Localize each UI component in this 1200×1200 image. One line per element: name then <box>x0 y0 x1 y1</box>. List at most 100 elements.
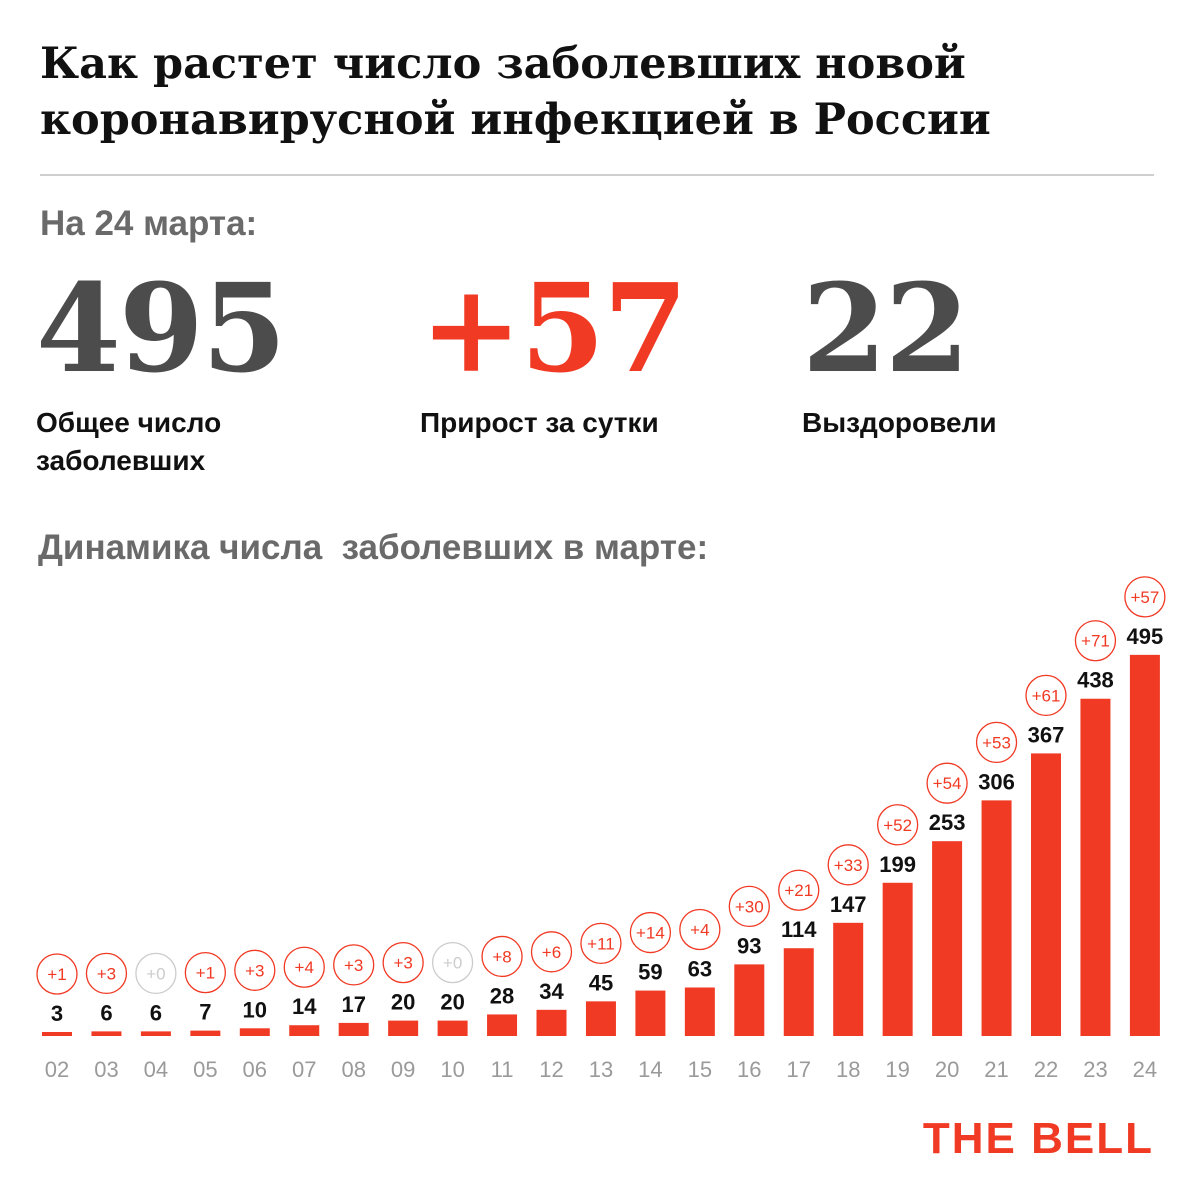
value-label-18: 147 <box>830 892 867 917</box>
x-tick-07: 07 <box>292 1057 316 1082</box>
value-label-08: 17 <box>341 992 365 1017</box>
bar-17 <box>783 948 814 1036</box>
header-divider <box>40 174 1154 176</box>
bar-12 <box>536 1009 567 1036</box>
stat-recovered-value: 22 <box>802 256 970 400</box>
increment-label-18: +33 <box>834 856 863 875</box>
x-tick-23: 23 <box>1083 1057 1107 1082</box>
stat-total-label-line-1: Общее число <box>36 407 222 438</box>
page-title: Как растет число заболевших новой корона… <box>40 36 1160 148</box>
increment-circle-07 <box>283 946 325 988</box>
value-label-24: 495 <box>1127 624 1164 649</box>
x-tick-20: 20 <box>935 1057 959 1082</box>
value-label-03: 6 <box>100 1000 112 1025</box>
bar-13 <box>585 1001 616 1036</box>
x-tick-15: 15 <box>688 1057 712 1082</box>
bar-20 <box>932 841 963 1036</box>
increment-circle-05 <box>184 951 227 994</box>
bar-04 <box>140 1031 171 1036</box>
increment-label-05: +1 <box>196 964 215 983</box>
bar-21 <box>981 800 1012 1036</box>
value-label-11: 28 <box>490 983 514 1008</box>
x-tick-24: 24 <box>1133 1057 1157 1082</box>
increment-circle-15 <box>679 908 721 951</box>
title-line-2: коронавирусной инфекцией в России <box>40 95 991 145</box>
value-label-10: 20 <box>440 990 464 1015</box>
increment-label-20: +54 <box>933 774 962 793</box>
increment-circle-24 <box>1124 576 1166 618</box>
stat-total: 495 Общее число заболевших <box>36 258 296 480</box>
increment-label-22: +61 <box>1032 686 1061 705</box>
value-label-23: 438 <box>1077 668 1114 693</box>
value-label-21: 306 <box>978 769 1015 794</box>
increment-label-15: +4 <box>690 920 709 939</box>
value-label-16: 93 <box>737 933 761 958</box>
value-label-06: 10 <box>243 997 267 1022</box>
bar-22 <box>1031 753 1061 1036</box>
bar-08 <box>338 1022 369 1036</box>
bar-11 <box>487 1014 518 1036</box>
increment-circle-17 <box>778 869 820 911</box>
stat-total-label-line-2: заболевших <box>36 445 206 476</box>
increment-label-07: +4 <box>295 958 314 977</box>
increment-circle-11 <box>481 935 523 978</box>
increment-label-14: +14 <box>636 924 665 943</box>
x-tick-14: 14 <box>638 1057 662 1082</box>
value-label-05: 7 <box>199 1000 211 1025</box>
stat-recovered: 22 Выздоровели <box>802 258 1062 442</box>
x-tick-16: 16 <box>737 1057 761 1082</box>
value-label-02: 3 <box>51 1001 63 1026</box>
increment-label-02: +1 <box>47 965 66 984</box>
stat-growth-label: Прирост за сутки <box>420 407 659 438</box>
x-tick-13: 13 <box>589 1057 613 1082</box>
bar-05 <box>190 1030 221 1036</box>
increment-label-06: +3 <box>245 961 264 980</box>
value-label-12: 34 <box>539 979 564 1004</box>
x-tick-05: 05 <box>193 1057 217 1082</box>
chart-title: Динамика числа заболевших в марте: <box>38 528 709 567</box>
increment-label-10: +0 <box>443 954 462 973</box>
value-label-09: 20 <box>391 990 415 1015</box>
value-label-07: 14 <box>292 994 317 1019</box>
stat-growth: +57 Прирост за сутки <box>420 258 688 442</box>
x-tick-17: 17 <box>787 1057 811 1082</box>
value-label-20: 253 <box>929 810 966 835</box>
increment-circle-19 <box>877 804 919 846</box>
increment-circle-18 <box>827 844 869 886</box>
increment-circle-14 <box>629 911 672 954</box>
increment-label-16: +30 <box>735 897 764 916</box>
increment-circle-16 <box>728 885 770 928</box>
as-of-date: На 24 марта: <box>40 204 258 243</box>
bar-06 <box>239 1028 270 1036</box>
increment-label-17: +21 <box>784 881 813 900</box>
increment-circle-20 <box>926 762 968 804</box>
bar-07 <box>289 1025 320 1036</box>
value-label-04: 6 <box>150 1000 162 1025</box>
increment-label-04: +0 <box>146 964 165 983</box>
bar-19 <box>882 882 913 1036</box>
stat-total-value: 495 <box>36 256 287 400</box>
bar-16 <box>734 964 765 1036</box>
x-tick-06: 06 <box>243 1057 267 1082</box>
x-tick-22: 22 <box>1034 1057 1058 1082</box>
increment-circle-21 <box>975 721 1018 764</box>
bar-18 <box>833 922 864 1036</box>
increment-circle-22 <box>1025 674 1067 717</box>
increment-circle-04 <box>135 952 177 995</box>
increment-label-12: +6 <box>542 943 561 962</box>
x-tick-11: 11 <box>491 1057 514 1082</box>
bar-24 <box>1129 654 1160 1036</box>
increment-label-19: +52 <box>883 816 912 835</box>
x-tick-19: 19 <box>885 1057 909 1082</box>
x-tick-04: 04 <box>144 1057 168 1082</box>
increment-label-13: +11 <box>587 934 615 953</box>
increment-label-11: +8 <box>492 947 511 966</box>
bar-14 <box>635 990 666 1036</box>
bar-02 <box>42 1032 72 1036</box>
value-label-22: 367 <box>1028 722 1065 747</box>
x-tick-09: 09 <box>391 1057 415 1082</box>
increment-circle-13 <box>580 922 622 964</box>
the-bell-logo: THE BELL <box>922 1114 1154 1163</box>
value-label-13: 45 <box>589 970 613 995</box>
